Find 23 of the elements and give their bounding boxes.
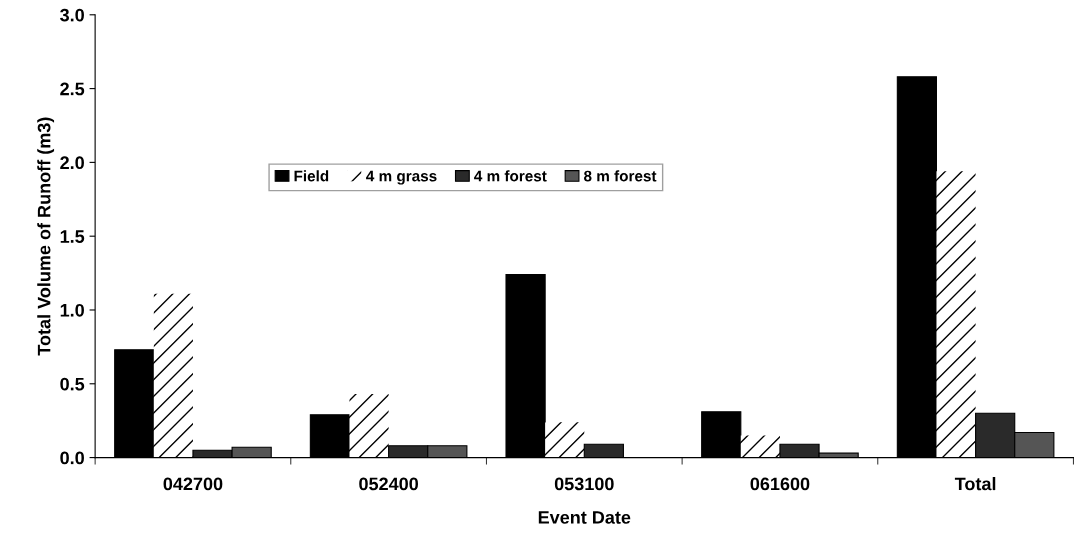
x-tick-label: Total (954, 477, 996, 491)
bar (740, 435, 780, 458)
legend-label: Field (294, 170, 329, 182)
legend-label: 8 m forest (584, 170, 657, 182)
y-tick-label: 0.0 (60, 451, 84, 465)
legend-label: 4 m forest (474, 170, 547, 182)
y-axis-title: Total Volume of Runoff (m3) (37, 117, 55, 356)
bar (349, 394, 389, 458)
y-tick-label: 3.0 (60, 8, 84, 22)
y-tick-label: 1.5 (60, 230, 85, 243)
bar (153, 293, 193, 458)
y-tick-label: 2.5 (60, 82, 85, 96)
x-tick-label: 052400 (359, 477, 419, 491)
x-tick-label: 061600 (750, 477, 810, 491)
bar (936, 171, 976, 458)
x-tick-label: 053100 (554, 477, 614, 491)
y-tick-label: 1.0 (60, 303, 84, 317)
x-tick-label: 042700 (163, 477, 223, 491)
bar (545, 422, 585, 458)
y-tick-label: 0.5 (60, 377, 85, 391)
legend-label: 4 m grass (366, 170, 437, 185)
y-tick-label: 2.0 (60, 156, 84, 170)
x-axis-title: Event Date (538, 511, 631, 524)
